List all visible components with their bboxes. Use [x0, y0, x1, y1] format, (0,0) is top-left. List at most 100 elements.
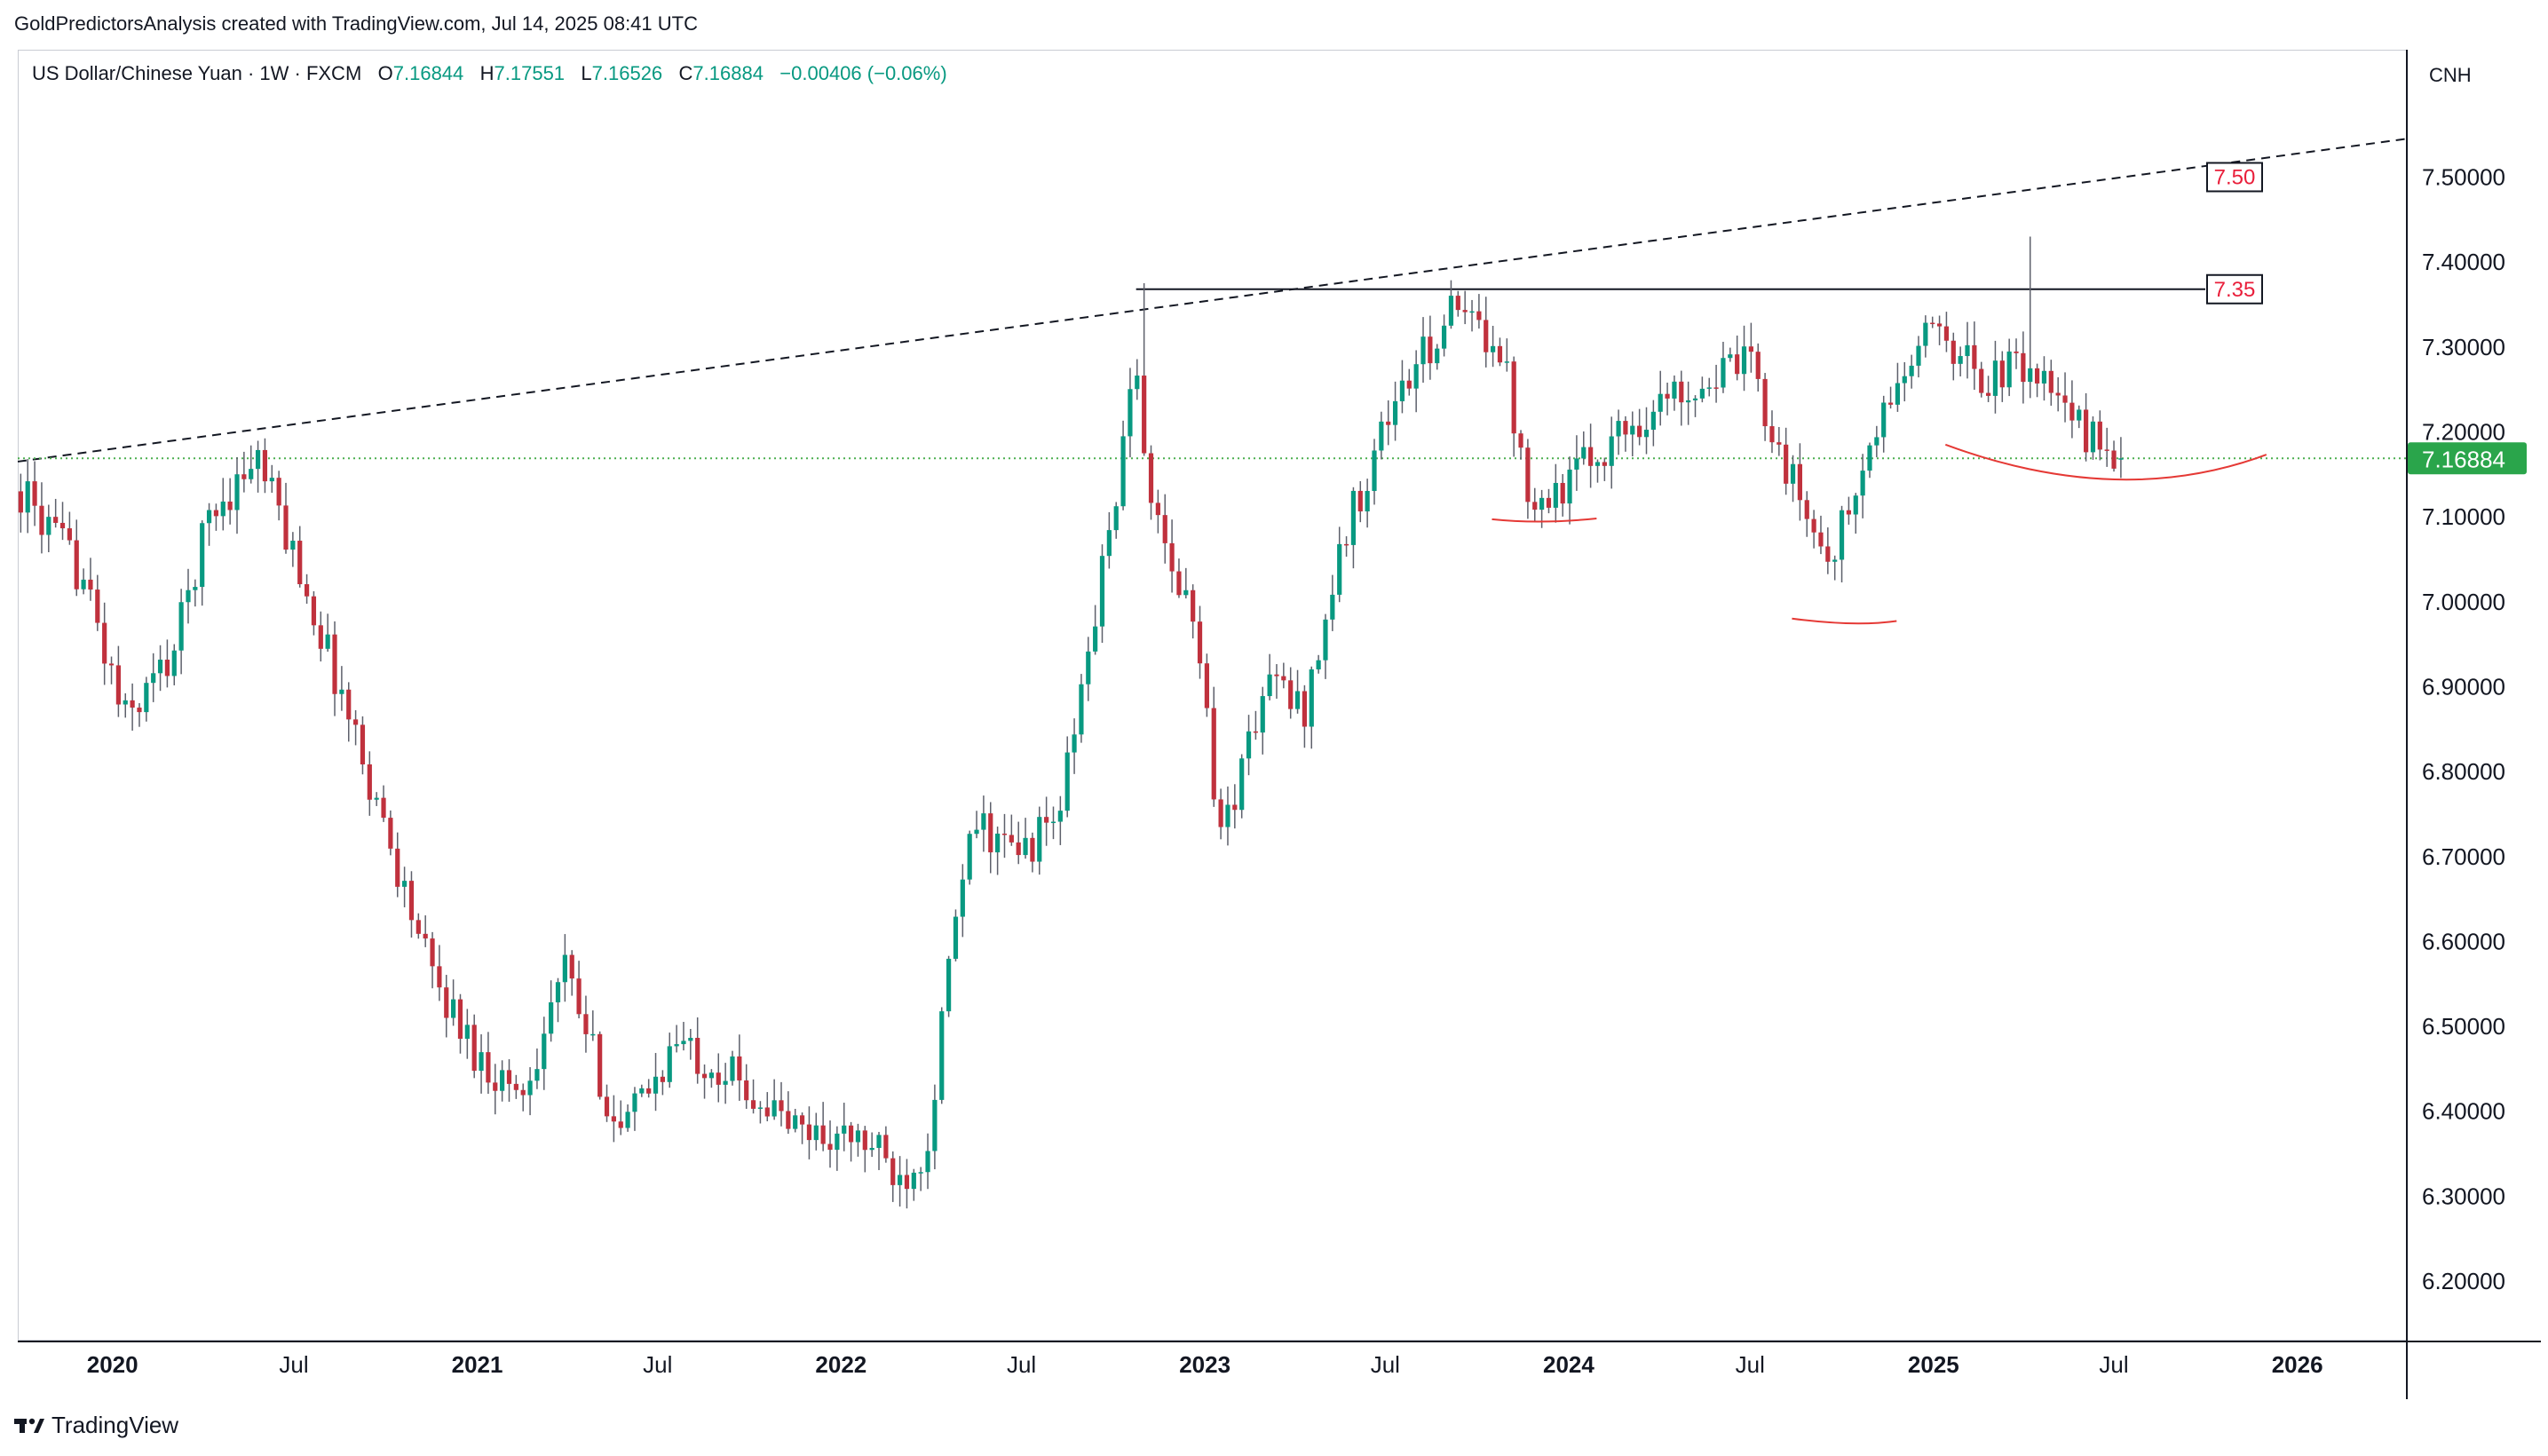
candle-up: [1469, 311, 1475, 313]
candle-up: [590, 1033, 596, 1036]
candle-down: [1679, 381, 1684, 403]
candle-down: [820, 1125, 826, 1144]
candle-down: [164, 660, 170, 677]
candle-down: [346, 689, 352, 720]
legend-symbol[interactable]: US Dollar/Chinese Yuan · 1W · FXCM: [32, 62, 362, 84]
candle-down: [786, 1111, 791, 1129]
candle-down: [2055, 392, 2061, 396]
candle-down: [1484, 320, 1489, 352]
candle-down: [283, 505, 289, 550]
candle-up: [667, 1046, 672, 1082]
candle-down: [53, 517, 59, 523]
candle-down: [395, 848, 400, 887]
candle-down: [1428, 336, 1433, 364]
candle-down: [904, 1175, 910, 1190]
candle-down: [130, 700, 135, 708]
candle-down: [1887, 402, 1894, 405]
candle-down: [1776, 442, 1782, 445]
candle-up: [374, 797, 379, 800]
candle-up: [1267, 674, 1272, 697]
candle-down: [1797, 463, 1802, 501]
candle-up: [639, 1088, 645, 1094]
candle-up: [708, 1072, 715, 1079]
candle-down: [311, 596, 317, 626]
candle-down: [1343, 543, 1349, 546]
time-tick-label: 2025: [1908, 1351, 1959, 1378]
candle-up: [1728, 354, 1733, 359]
candle-down: [890, 1158, 896, 1185]
candle-down: [569, 954, 574, 979]
candle-up: [974, 829, 979, 835]
candle-up: [151, 673, 156, 684]
candle-down: [695, 1038, 700, 1074]
price-tick-label: 6.20000: [2422, 1268, 2505, 1294]
candle-up: [2090, 421, 2096, 453]
candle-up: [1323, 619, 1328, 661]
candle-down: [1476, 311, 1482, 320]
candle-up: [1790, 463, 1796, 484]
candle-up: [200, 523, 205, 588]
candle-up: [932, 1099, 938, 1151]
price-tick-label: 7.50000: [2422, 163, 2505, 190]
candle-up: [1699, 388, 1705, 399]
price-tick-label: 7.40000: [2422, 249, 2505, 275]
time-tick-label: Jul: [2099, 1351, 2128, 1378]
candle-up: [1413, 364, 1419, 389]
candle-down: [583, 1014, 589, 1034]
candle-up: [500, 1070, 505, 1091]
candle-up: [939, 1011, 945, 1100]
candle-down: [506, 1070, 512, 1084]
candle-up: [1867, 445, 1872, 471]
candle-up: [1106, 530, 1112, 557]
candle-up: [1672, 381, 1677, 399]
candle-up: [534, 1069, 540, 1081]
candle-down: [1943, 326, 1950, 341]
tradingview-logo-icon: [14, 1418, 44, 1433]
candle-up: [220, 501, 226, 517]
candle-down: [1588, 447, 1594, 466]
candle-up: [625, 1112, 630, 1128]
candle-down: [1511, 361, 1516, 434]
time-tick-label: 2024: [1543, 1351, 1594, 1378]
candle-down: [1930, 322, 1935, 325]
candle-down: [1713, 387, 1719, 389]
candle-down: [513, 1083, 518, 1090]
candle-up: [757, 1107, 764, 1109]
candle-up: [1225, 804, 1230, 827]
candle-up: [1860, 471, 1865, 496]
time-tick-label: Jul: [643, 1351, 672, 1378]
candle-up: [813, 1125, 819, 1141]
dashed-trendline: [17, 138, 2407, 463]
candle-up: [1741, 346, 1747, 375]
candle-down: [646, 1088, 652, 1094]
currency-label[interactable]: CNH: [2429, 64, 2472, 86]
candle-down: [32, 481, 37, 506]
price-tick-label: 6.80000: [2422, 758, 2505, 785]
candle-up: [876, 1135, 882, 1148]
candle-up: [1923, 322, 1928, 346]
candle-down: [1602, 462, 1607, 466]
candle-up: [527, 1080, 533, 1096]
candle-down: [2069, 402, 2075, 421]
candle-up: [1072, 734, 1077, 753]
candle-up: [1037, 817, 1042, 862]
candle-down: [262, 449, 268, 482]
candle-down: [2111, 450, 2117, 469]
candle-down: [701, 1073, 708, 1079]
candle-down: [227, 501, 233, 510]
candle-down: [471, 1025, 477, 1072]
footer-brand[interactable]: TradingView: [14, 1412, 178, 1439]
candle-up: [1441, 325, 1447, 349]
candle-down: [381, 797, 386, 819]
rounding-arc: [1492, 517, 1597, 523]
candle-up: [1435, 348, 1440, 364]
candle-down: [1735, 354, 1740, 375]
chart-pane[interactable]: [18, 50, 2406, 1341]
candle-up: [1902, 376, 1907, 384]
candle-up: [1183, 590, 1189, 596]
candle-up: [144, 683, 149, 713]
candle-up: [653, 1076, 659, 1094]
candle-up: [1099, 556, 1105, 627]
candle-up: [234, 474, 240, 510]
